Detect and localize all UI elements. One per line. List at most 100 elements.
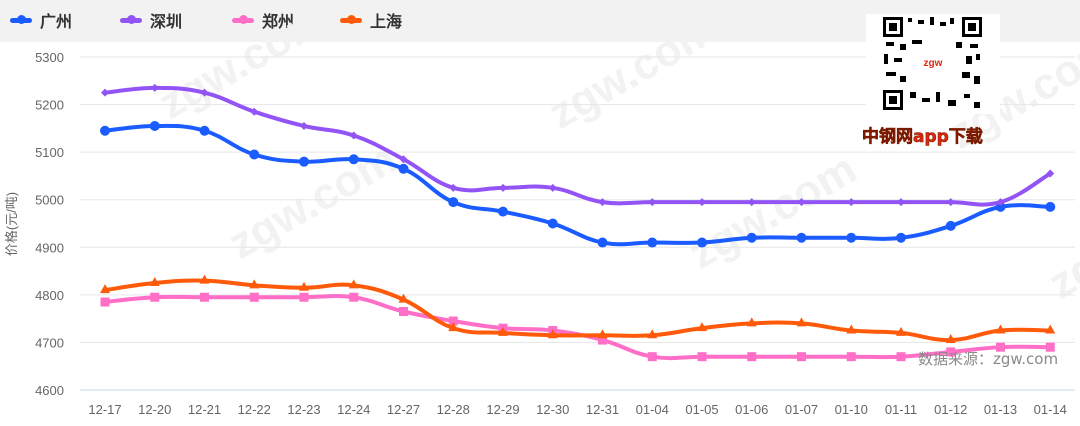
x-tick-label: 12-23: [287, 402, 320, 417]
x-tick-label: 12-20: [138, 402, 171, 417]
data-point: [797, 352, 806, 362]
data-point: [747, 198, 756, 207]
data-point: [1045, 324, 1056, 334]
y-tick-label: 4800: [35, 288, 64, 303]
qr-code[interactable]: zgw: [866, 14, 1000, 114]
legend-swatch: [232, 14, 254, 24]
data-point: [448, 197, 459, 208]
x-tick-label: 01-12: [934, 402, 967, 417]
legend-label: 广州: [40, 12, 73, 31]
legend-item-zhengzhou[interactable]: 郑州: [232, 8, 294, 32]
x-tick-label: 01-13: [984, 402, 1017, 417]
data-point: [100, 297, 110, 307]
series-line-2: [104, 293, 1051, 361]
data-point: [847, 198, 856, 207]
legend-label: 上海: [370, 12, 403, 31]
data-point: [547, 218, 558, 229]
x-tick-label: 12-22: [238, 402, 271, 417]
data-point: [249, 292, 259, 302]
data-point: [398, 293, 409, 303]
data-point: [647, 237, 658, 248]
data-point: [597, 329, 608, 339]
legend-item-shenzhen[interactable]: 深圳: [120, 8, 182, 32]
data-point: [796, 232, 807, 243]
series-line-1: [104, 85, 1052, 207]
data-point: [945, 220, 956, 231]
data-source-note: 数据来源：zgw.com: [918, 350, 1059, 368]
x-tick-label: 01-11: [885, 402, 917, 417]
data-point: [300, 121, 308, 130]
data-point: [598, 198, 607, 207]
watermark: zgw.com: [1041, 174, 1080, 309]
data-point: [846, 352, 856, 362]
data-point: [797, 198, 806, 207]
data-point: [647, 352, 657, 362]
data-point: [249, 149, 260, 160]
data-point: [946, 198, 955, 207]
x-tick-label: 12-30: [536, 402, 569, 417]
x-tick-label: 01-04: [636, 402, 669, 417]
data-point: [945, 334, 956, 344]
legend-swatch: [10, 14, 32, 24]
data-point: [200, 88, 209, 97]
y-tick-label: 4600: [35, 383, 64, 398]
y-tick-label: 4900: [35, 240, 64, 255]
legend-item-shanghai[interactable]: 上海: [340, 8, 402, 32]
data-point: [648, 198, 657, 207]
legend-label: 深圳: [150, 12, 183, 31]
legend-label: 郑州: [262, 12, 295, 31]
data-point: [896, 352, 906, 362]
data-point: [946, 347, 956, 357]
data-point: [995, 324, 1006, 334]
data-point: [597, 237, 608, 248]
data-point: [199, 125, 210, 136]
data-point: [399, 307, 408, 317]
data-point: [548, 183, 557, 192]
data-point: [746, 232, 757, 243]
data-point: [796, 317, 807, 327]
data-point: [697, 237, 707, 248]
x-tick-label: 12-29: [486, 402, 519, 417]
data-point: [150, 83, 159, 92]
data-point: [299, 156, 309, 167]
x-tick-label: 12-21: [188, 402, 221, 417]
legend-swatch: [340, 14, 362, 24]
y-tick-label: 5100: [35, 145, 64, 160]
x-tick-label: 01-14: [1034, 402, 1067, 417]
data-point: [348, 279, 359, 289]
x-tick-label: 12-31: [586, 402, 619, 417]
y-axis-label: 价格(元/吨): [4, 192, 19, 256]
data-point: [747, 352, 757, 362]
data-point: [399, 155, 408, 164]
data-point: [499, 183, 507, 192]
data-point: [996, 198, 1005, 207]
x-tick-label: 12-27: [387, 402, 420, 417]
data-point: [100, 284, 110, 294]
data-point: [448, 322, 459, 332]
data-point: [498, 206, 508, 217]
data-point: [896, 326, 906, 336]
y-tick-label: 5300: [35, 50, 64, 65]
data-point: [547, 329, 558, 339]
legend-item-guangzhou[interactable]: 广州: [10, 8, 72, 32]
qr-download-label[interactable]: 中钢网app下载: [862, 127, 983, 148]
data-point: [1046, 169, 1055, 178]
data-point: [250, 107, 259, 116]
y-tick-label: 5200: [35, 98, 64, 113]
data-point: [249, 279, 260, 289]
data-point: [349, 131, 358, 140]
data-point: [647, 329, 658, 339]
qr-code-icon: zgw: [883, 17, 982, 110]
x-tick-label: 12-28: [437, 402, 470, 417]
data-point: [697, 352, 707, 362]
data-point: [398, 163, 409, 174]
legend-swatch: [120, 14, 142, 24]
data-point: [746, 317, 757, 327]
x-tick-label: 01-10: [835, 402, 868, 417]
series-line-3: [104, 278, 1051, 343]
x-tick-label: 12-17: [88, 402, 121, 417]
data-point: [101, 88, 109, 97]
y-tick-label: 5000: [35, 193, 64, 208]
data-point: [449, 183, 458, 192]
